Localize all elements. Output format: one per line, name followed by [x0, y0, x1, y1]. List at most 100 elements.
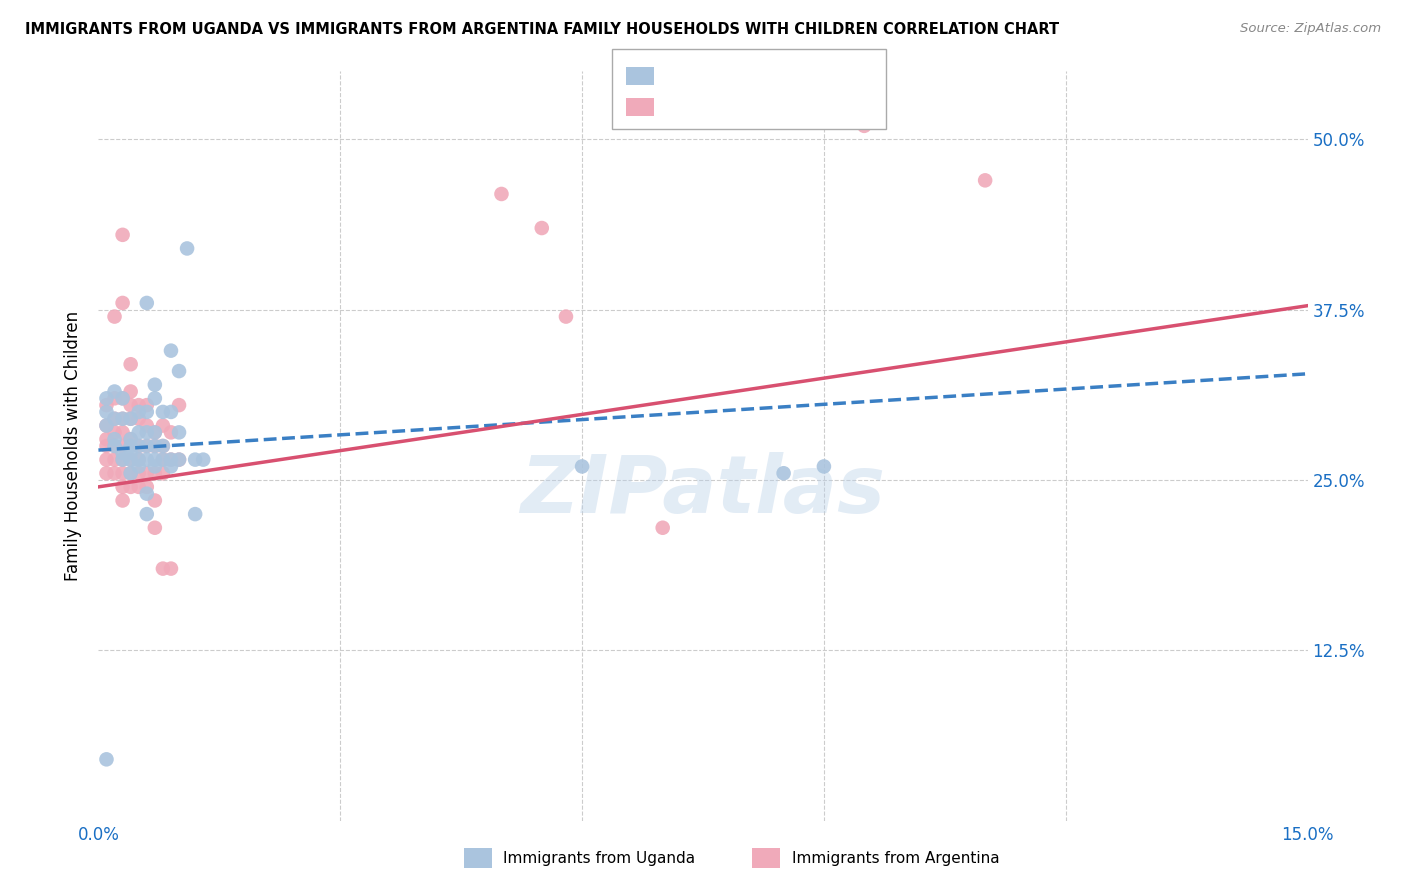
Point	[111, 227, 134, 242]
Point	[135, 507, 157, 521]
Point	[120, 432, 142, 446]
Point	[143, 493, 166, 508]
Point	[103, 432, 125, 446]
Point	[111, 439, 134, 453]
Point	[128, 398, 150, 412]
Point	[135, 480, 157, 494]
Point	[167, 364, 190, 378]
Point	[160, 405, 183, 419]
Point	[143, 439, 166, 453]
Point	[111, 411, 134, 425]
Point	[167, 452, 190, 467]
Text: 63: 63	[785, 98, 810, 116]
Point	[135, 439, 157, 453]
Point	[120, 439, 142, 453]
Point	[530, 221, 553, 235]
Point	[135, 405, 157, 419]
Point	[128, 439, 150, 453]
Point	[96, 392, 118, 406]
Point	[120, 411, 142, 425]
Point	[120, 384, 142, 399]
Point	[103, 467, 125, 481]
Point	[135, 418, 157, 433]
Point	[96, 398, 118, 412]
Point	[111, 480, 134, 494]
Text: R =: R =	[668, 98, 707, 116]
Point	[103, 425, 125, 440]
Point	[103, 384, 125, 399]
Point	[152, 405, 174, 419]
Point	[128, 452, 150, 467]
Point	[120, 467, 142, 481]
Point	[152, 452, 174, 467]
Point	[160, 452, 183, 467]
Point	[128, 467, 150, 481]
Point	[103, 392, 125, 406]
Point	[120, 480, 142, 494]
Point	[143, 467, 166, 481]
Point	[135, 296, 157, 310]
Point	[772, 467, 794, 481]
Text: N =: N =	[749, 67, 801, 85]
Point	[96, 439, 118, 453]
Text: Source: ZipAtlas.com: Source: ZipAtlas.com	[1240, 22, 1381, 36]
Point	[96, 432, 118, 446]
Point	[120, 411, 142, 425]
Point	[143, 459, 166, 474]
Point	[167, 425, 190, 440]
Point	[96, 418, 118, 433]
Y-axis label: Family Households with Children: Family Households with Children	[65, 311, 83, 581]
Point	[120, 432, 142, 446]
Text: ZIPatlas: ZIPatlas	[520, 452, 886, 530]
Point	[143, 439, 166, 453]
Point	[96, 752, 118, 766]
Point	[143, 425, 166, 440]
Point	[128, 405, 150, 419]
Point	[96, 405, 118, 419]
Point	[555, 310, 578, 324]
Point	[128, 459, 150, 474]
Point	[111, 493, 134, 508]
Point	[96, 467, 118, 481]
Point	[111, 467, 134, 481]
Point	[152, 467, 174, 481]
Point	[111, 411, 134, 425]
Point	[152, 439, 174, 453]
Point	[128, 480, 150, 494]
Text: Immigrants from Argentina: Immigrants from Argentina	[792, 851, 1000, 865]
Point	[167, 452, 190, 467]
Text: Immigrants from Uganda: Immigrants from Uganda	[503, 851, 696, 865]
Point	[143, 425, 166, 440]
Point	[152, 418, 174, 433]
Point	[152, 439, 174, 453]
Point	[571, 459, 593, 474]
Point	[120, 452, 142, 467]
Point	[176, 242, 198, 256]
Point	[160, 452, 183, 467]
Point	[128, 452, 150, 467]
Point	[167, 398, 190, 412]
Point	[111, 425, 134, 440]
Text: R =: R =	[668, 67, 707, 85]
Point	[128, 425, 150, 440]
Point	[103, 452, 125, 467]
Point	[152, 452, 174, 467]
Point	[120, 446, 142, 460]
Point	[160, 561, 183, 575]
Point	[120, 467, 142, 481]
Point	[160, 425, 183, 440]
Point	[135, 439, 157, 453]
Point	[103, 439, 125, 453]
Point	[152, 561, 174, 575]
Point	[853, 119, 876, 133]
Point	[103, 411, 125, 425]
Point	[651, 521, 673, 535]
Point	[103, 411, 125, 425]
Point	[103, 310, 125, 324]
Point	[111, 392, 134, 406]
Point	[103, 439, 125, 453]
Point	[143, 521, 166, 535]
Point	[143, 392, 166, 406]
Text: N =: N =	[749, 98, 801, 116]
Point	[143, 452, 166, 467]
